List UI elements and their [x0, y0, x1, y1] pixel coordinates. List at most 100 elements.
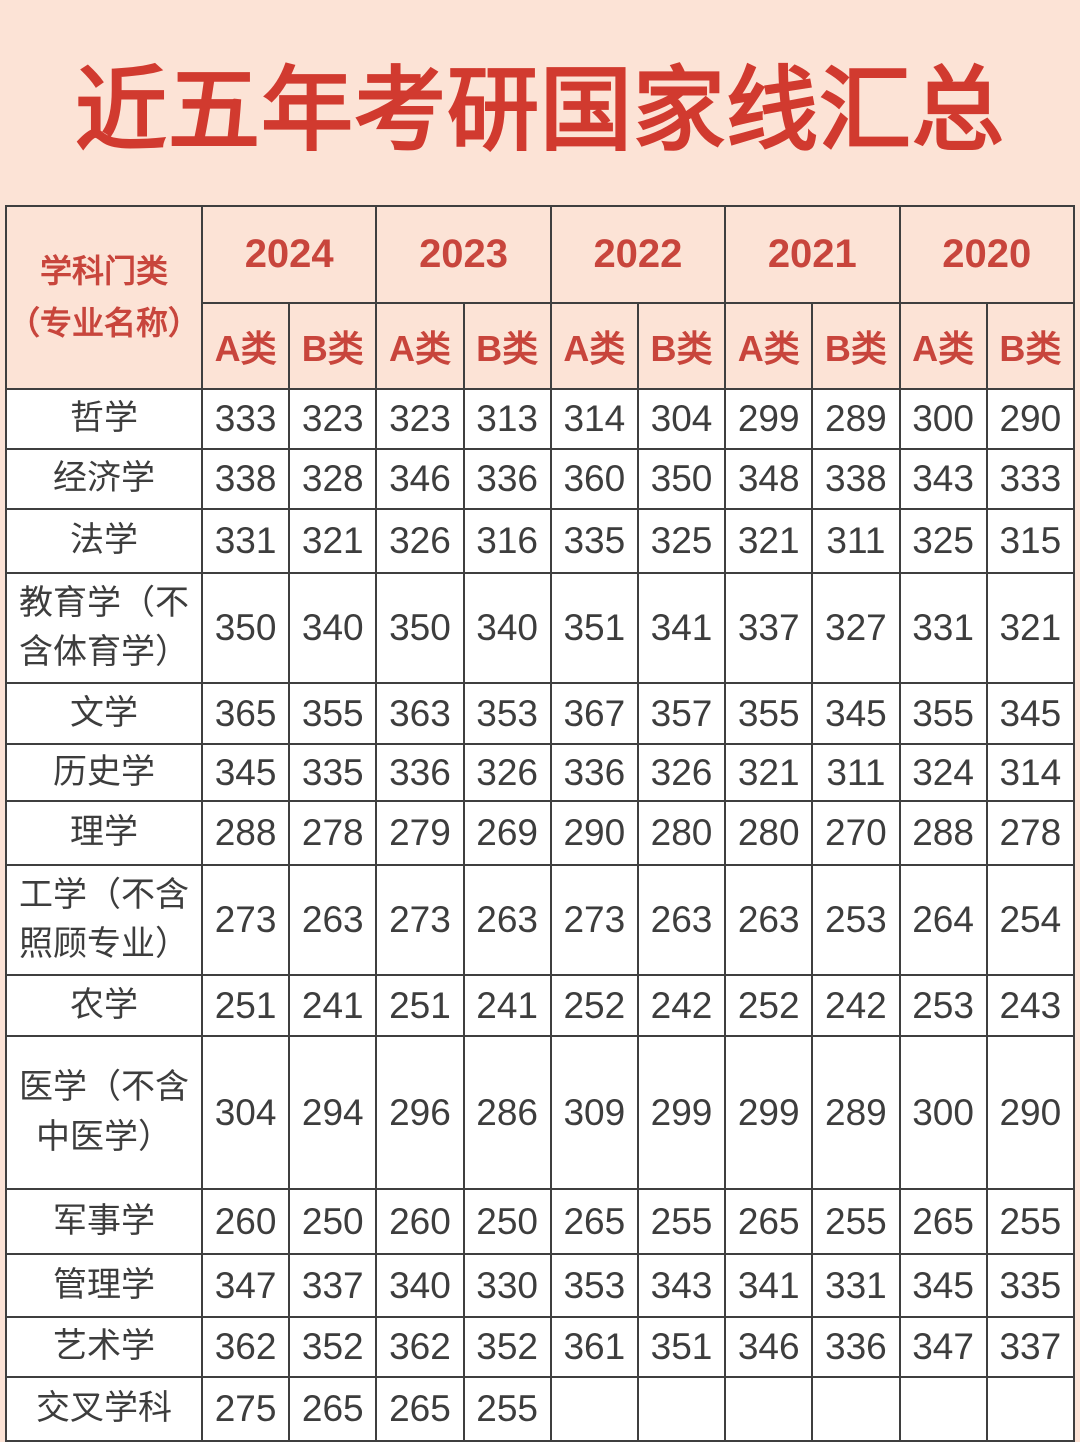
- score-cell: 348: [724, 448, 814, 510]
- score-cell: 263: [724, 864, 814, 976]
- class-header-a: A类: [724, 302, 814, 390]
- year-header-2021: 2021: [724, 205, 901, 304]
- year-header-2022: 2022: [549, 205, 727, 304]
- score-cell: 311: [811, 508, 901, 574]
- score-cell: 352: [288, 1316, 378, 1378]
- score-cell: 346: [724, 1316, 814, 1378]
- score-cell: 280: [636, 800, 727, 866]
- score-cell: 289: [811, 388, 901, 450]
- score-cell: 264: [898, 864, 988, 976]
- row-label: 工学（不含照顾专业）: [5, 864, 203, 976]
- corner-header-line2: （专业名称）: [7, 304, 200, 341]
- score-cell: 265: [375, 1376, 465, 1442]
- score-cell: 365: [200, 682, 291, 745]
- score-cell: 316: [462, 508, 552, 574]
- score-cell: 250: [288, 1188, 378, 1255]
- score-cell: 263: [636, 864, 727, 976]
- score-cell: 355: [288, 682, 378, 745]
- row-label: 经济学: [5, 448, 203, 510]
- score-cell: 315: [985, 508, 1076, 574]
- score-cell: 299: [724, 1035, 814, 1190]
- score-cell: 241: [288, 974, 378, 1037]
- score-cell: 321: [288, 508, 378, 574]
- score-cell: 337: [288, 1253, 378, 1318]
- row-label: 农学: [5, 974, 203, 1037]
- score-cell: 289: [811, 1035, 901, 1190]
- class-header-a: A类: [200, 302, 291, 390]
- score-cell: 340: [375, 1253, 465, 1318]
- score-cell: 304: [200, 1035, 291, 1190]
- score-cell: 255: [636, 1188, 727, 1255]
- score-cell: 255: [462, 1376, 552, 1442]
- score-cell: 314: [549, 388, 639, 450]
- score-cell: 290: [985, 1035, 1076, 1190]
- score-cell: 353: [549, 1253, 639, 1318]
- score-cell: 336: [375, 743, 465, 802]
- score-cell: 340: [462, 572, 552, 684]
- table-row: 历史学 345 335 336 326 336 326 321 311 324 …: [5, 743, 1076, 802]
- score-cell: 343: [898, 448, 988, 510]
- year-header-2020: 2020: [898, 205, 1075, 304]
- score-cell: 367: [549, 682, 639, 745]
- table-row: 交叉学科 275 265 265 255: [5, 1376, 1076, 1442]
- table-body: 哲学 333 323 323 313 314 304 299 289 300 2…: [5, 388, 1076, 1442]
- score-cell: 333: [985, 448, 1076, 510]
- score-cell: 345: [898, 1253, 988, 1318]
- score-cell: 254: [985, 864, 1076, 976]
- score-cell: [724, 1376, 814, 1442]
- score-cell: 286: [462, 1035, 552, 1190]
- class-header-row: A类 B类 A类 B类 A类 B类 A类 B类 A类 B类: [6, 302, 1076, 390]
- score-cell: 326: [462, 743, 552, 802]
- score-cell: 260: [200, 1188, 291, 1255]
- score-cell: 347: [898, 1316, 988, 1378]
- score-cell: 273: [549, 864, 639, 976]
- score-cell: 252: [549, 974, 639, 1037]
- score-cell: [811, 1376, 901, 1442]
- score-cell: 336: [811, 1316, 901, 1378]
- table-row: 管理学 347 337 340 330 353 343 341 331 345 …: [5, 1253, 1076, 1318]
- score-cell: [985, 1376, 1076, 1442]
- score-cell: [898, 1376, 988, 1442]
- score-cell: 331: [898, 572, 988, 684]
- score-cell: 314: [985, 743, 1076, 802]
- score-cell: 251: [200, 974, 291, 1037]
- score-cell: 278: [985, 800, 1076, 866]
- score-cell: 351: [549, 572, 639, 684]
- table-row: 经济学 338 328 346 336 360 350 348 338 343 …: [5, 448, 1076, 510]
- score-cell: 360: [549, 448, 639, 510]
- score-cell: 350: [200, 572, 291, 684]
- score-cell: 338: [811, 448, 901, 510]
- score-cell: 255: [811, 1188, 901, 1255]
- score-cell: 340: [288, 572, 378, 684]
- score-cell: 321: [724, 508, 814, 574]
- score-cell: 269: [462, 800, 552, 866]
- table-row: 医学（不含中医学） 304 294 296 286 309 299 299 28…: [5, 1035, 1076, 1190]
- score-cell: 357: [636, 682, 727, 745]
- score-cell: [549, 1376, 639, 1442]
- score-cell: 337: [724, 572, 814, 684]
- score-cell: 350: [636, 448, 727, 510]
- score-cell: 299: [636, 1035, 727, 1190]
- score-cell: 347: [200, 1253, 291, 1318]
- score-cell: 333: [200, 388, 291, 450]
- table-row: 理学 288 278 279 269 290 280 280 270 288 2…: [5, 800, 1076, 866]
- row-label: 历史学: [5, 743, 203, 802]
- score-cell: 263: [462, 864, 552, 976]
- score-cell: 296: [375, 1035, 465, 1190]
- class-header-a: A类: [549, 302, 639, 390]
- score-cell: 294: [288, 1035, 378, 1190]
- score-cell: 265: [549, 1188, 639, 1255]
- score-cell: 363: [375, 682, 465, 745]
- class-header-b: B类: [636, 302, 727, 390]
- score-cell: 323: [375, 388, 465, 450]
- score-cell: 288: [200, 800, 291, 866]
- table-row: 艺术学 362 352 362 352 361 351 346 336 347 …: [5, 1316, 1076, 1378]
- year-header-row: 学科门类 （专业名称） 2024 2023 2022 2021 2020: [5, 205, 1075, 390]
- score-cell: 251: [375, 974, 465, 1037]
- score-cell: 280: [724, 800, 814, 866]
- score-cell: 325: [636, 508, 727, 574]
- score-cell: 263: [288, 864, 378, 976]
- score-cell: 275: [200, 1376, 291, 1442]
- score-cell: 336: [549, 743, 639, 802]
- score-cell: 326: [375, 508, 465, 574]
